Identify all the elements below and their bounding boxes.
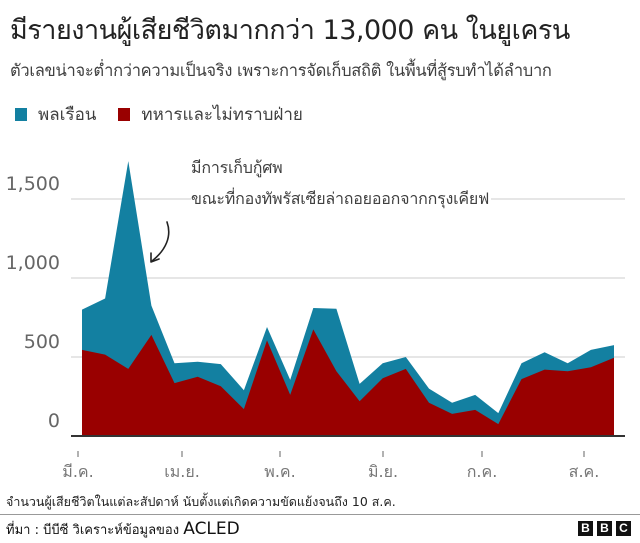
bbc-logo-letter: B bbox=[597, 521, 612, 536]
x-tick-label: เม.ย. bbox=[164, 462, 200, 481]
legend-swatch-civilians bbox=[15, 108, 27, 121]
y-tick-label: 1,500 bbox=[5, 173, 60, 195]
x-tick-label: ส.ค. bbox=[568, 462, 600, 481]
chart-note: จำนวนผู้เสียชีวิตในแต่ละสัปดาห์ นับตั้งแ… bbox=[6, 494, 396, 509]
annotation-line-1: มีการเก็บกู้ศพ bbox=[191, 156, 285, 181]
bbc-logo-letter: B bbox=[578, 521, 593, 536]
legend-label-civilians: พลเรือน bbox=[38, 105, 97, 125]
civilians-area bbox=[82, 161, 614, 436]
footer-divider bbox=[0, 514, 640, 515]
source-org: ACLED bbox=[183, 519, 240, 539]
bbc-logo: B B C bbox=[574, 521, 631, 536]
legend-item-civilians: พลเรือน bbox=[15, 101, 96, 128]
legend: พลเรือน ทหารและไม่ทราบฝ่าย bbox=[15, 101, 325, 128]
source-prefix: ที่มา : บีบีซี วิเคราะห์ข้อมูลของ bbox=[6, 523, 184, 538]
x-tick-label: ก.ค. bbox=[466, 462, 498, 481]
x-tick-label: มิ.ย. bbox=[367, 462, 399, 481]
y-tick-label: 500 bbox=[23, 331, 60, 353]
x-axis-ticks bbox=[77, 451, 585, 457]
source-credit: ที่มา : บีบีซี วิเคราะห์ข้อมูลของ ACLED bbox=[6, 519, 240, 540]
annotation-line-2: ขณะที่กองทัพรัสเซียล่าถอยออกจากกรุงเคียฟ bbox=[191, 187, 492, 212]
legend-label-military: ทหารและไม่ทราบฝ่าย bbox=[141, 105, 303, 125]
chart-title: มีรายงานผู้เสียชีวิตมากกว่า 13,000 คน ใน… bbox=[10, 15, 570, 46]
legend-swatch-military bbox=[118, 108, 131, 121]
bbc-logo-letter: C bbox=[616, 521, 631, 536]
chart-subtitle: ตัวเลขน่าจะต่ำกว่าความเป็นจริง เพราะการจ… bbox=[10, 61, 552, 80]
y-tick-label: 1,000 bbox=[5, 252, 60, 274]
military-area bbox=[82, 329, 614, 436]
x-tick-label: พ.ค. bbox=[264, 462, 296, 481]
legend-item-military: ทหารและไม่ทราบฝ่าย bbox=[118, 101, 303, 128]
x-tick-label: มี.ค. bbox=[62, 462, 94, 481]
arrowhead-icon bbox=[150, 252, 160, 263]
annotation-arrow-icon bbox=[151, 221, 170, 262]
y-tick-label: 0 bbox=[47, 410, 60, 432]
